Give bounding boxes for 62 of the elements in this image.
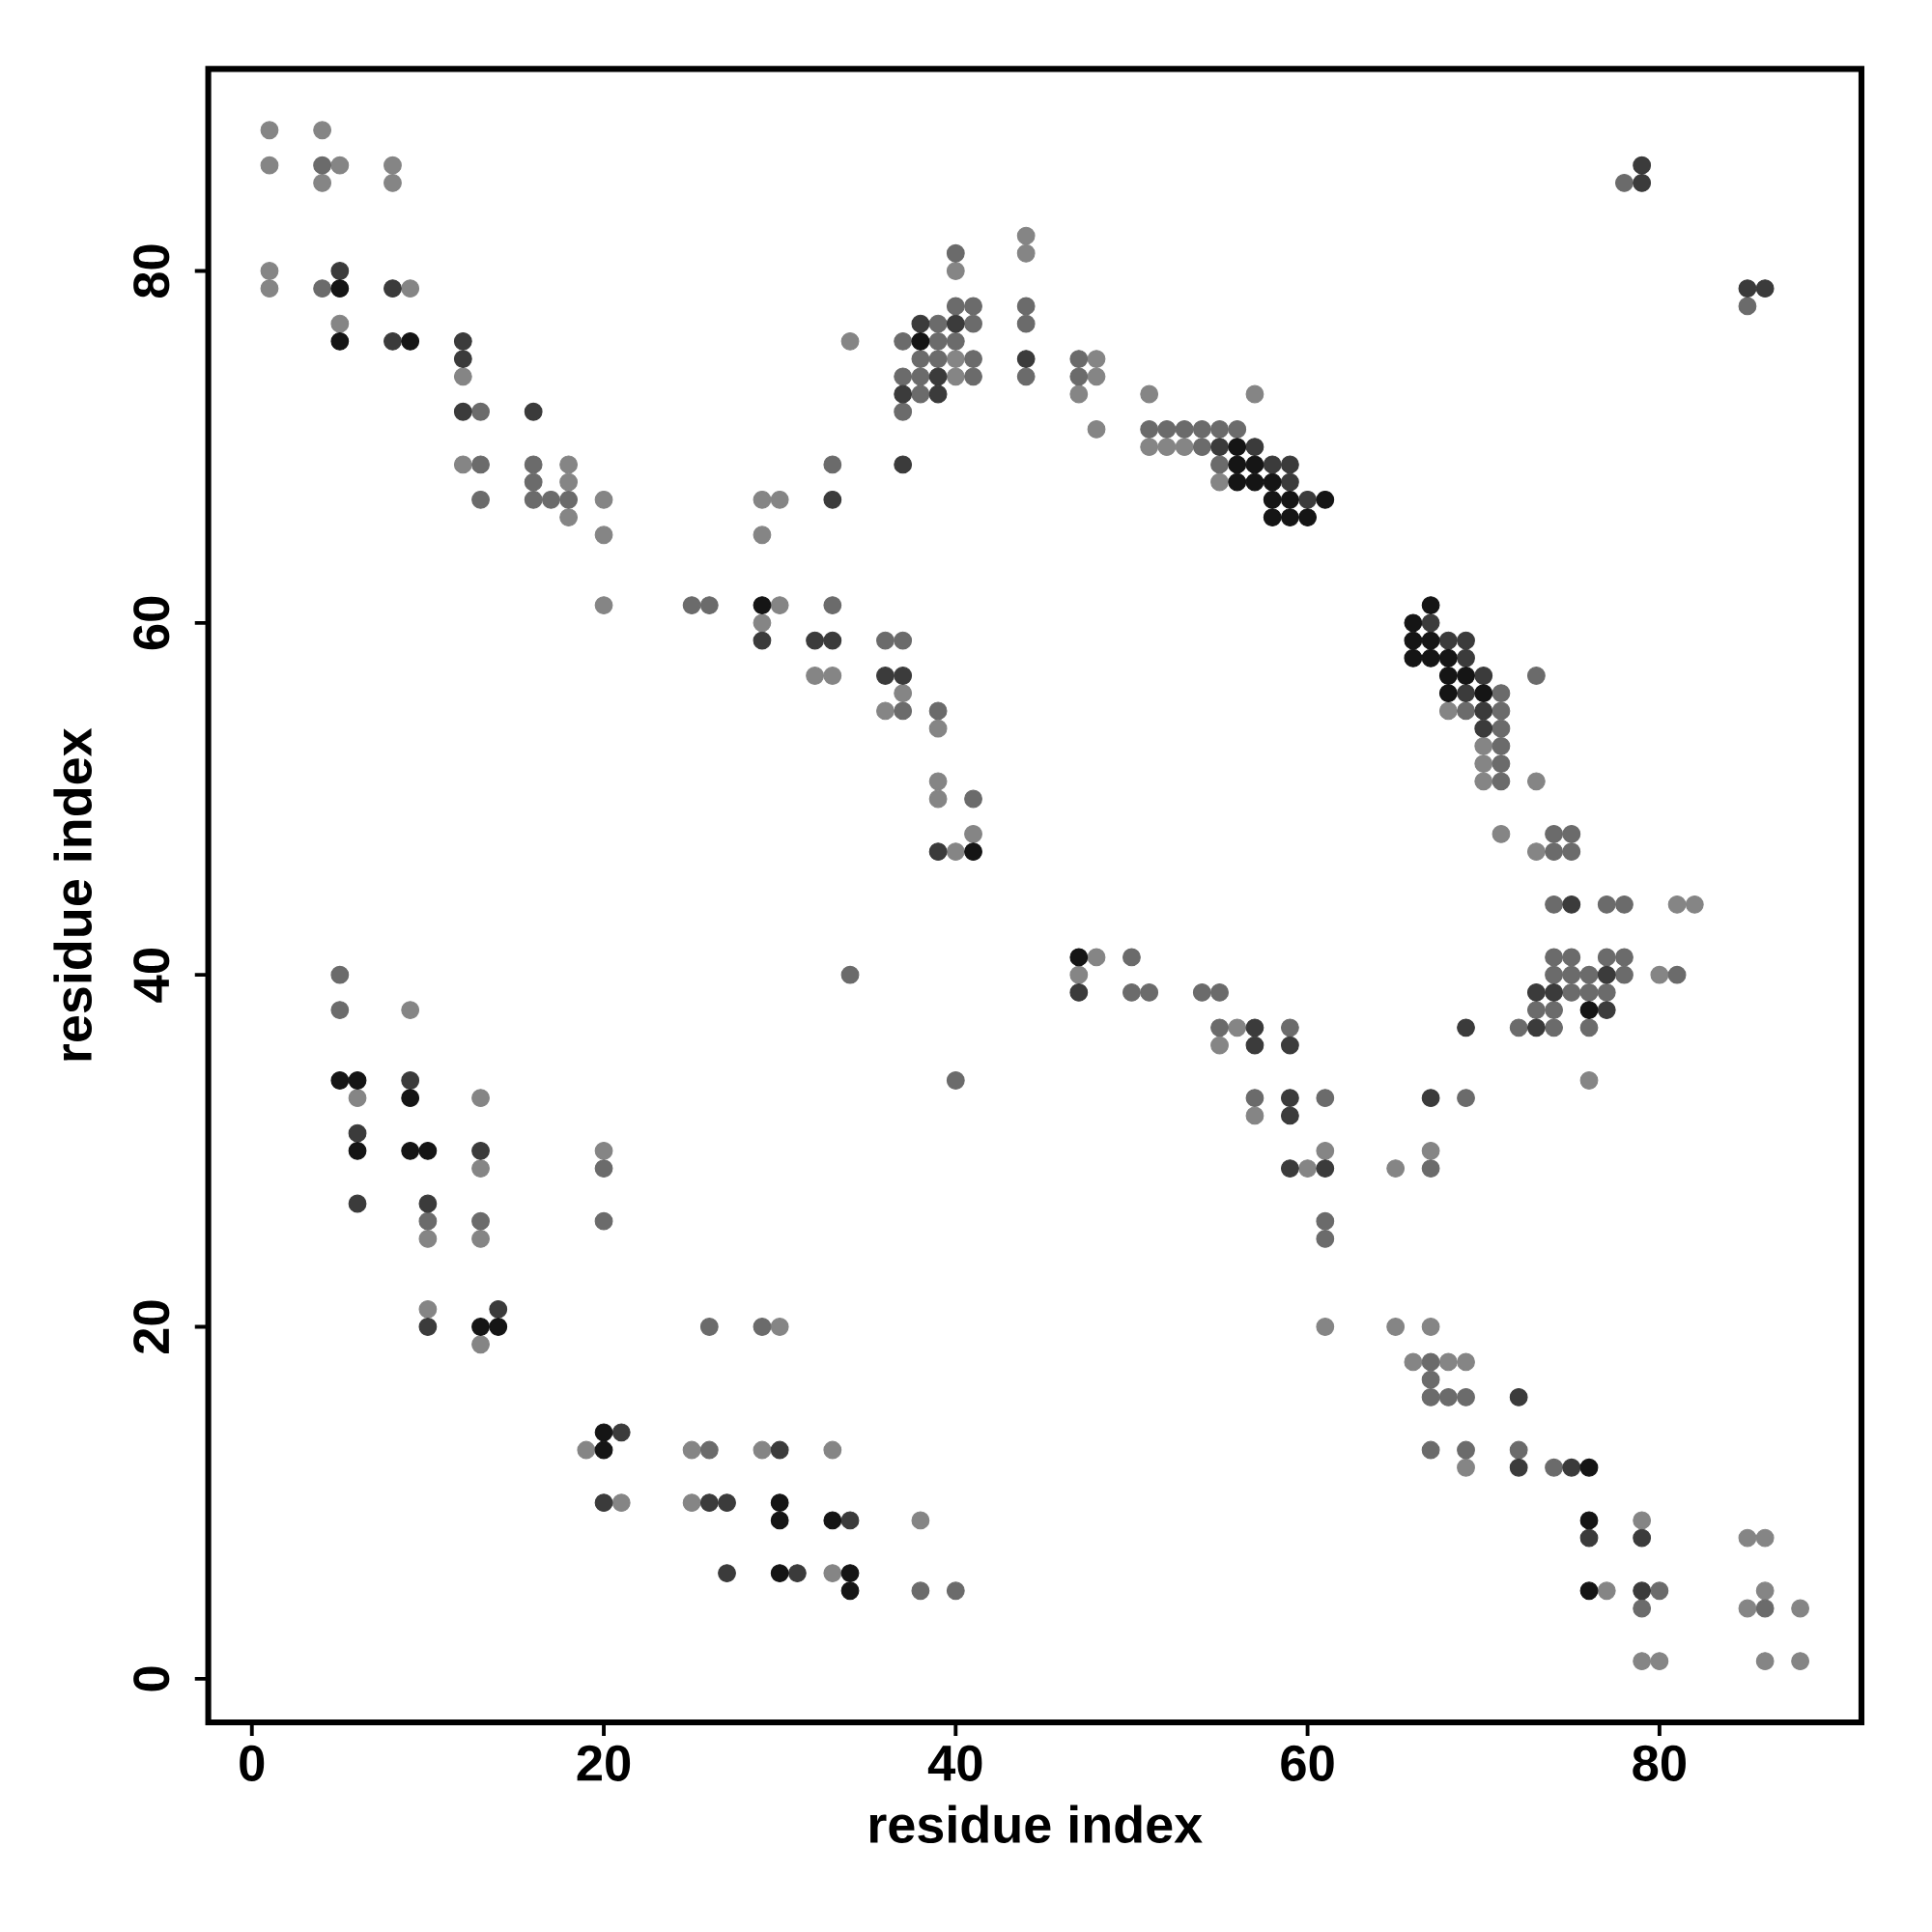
point — [1438, 667, 1458, 685]
point — [1579, 1581, 1599, 1601]
point — [1404, 631, 1423, 650]
point — [1069, 948, 1089, 967]
point — [348, 1071, 367, 1090]
point — [1438, 648, 1458, 668]
point — [330, 279, 350, 298]
point — [1579, 1511, 1599, 1530]
point — [1404, 613, 1423, 633]
point — [401, 1141, 420, 1160]
x-tick-label: 40 — [927, 1745, 982, 1781]
point — [823, 1511, 842, 1530]
point — [770, 1493, 789, 1513]
point — [401, 331, 420, 351]
point — [330, 1071, 350, 1090]
x-tick-label: 0 — [240, 1745, 265, 1781]
point — [1404, 648, 1423, 668]
point — [1579, 1458, 1599, 1477]
point — [1280, 490, 1299, 509]
point — [1245, 472, 1264, 492]
point — [1421, 648, 1440, 668]
point — [753, 596, 772, 615]
point — [489, 1318, 508, 1336]
y-tick-label: 0 — [133, 1666, 170, 1691]
x-tick-label: 80 — [1633, 1745, 1686, 1781]
y-axis-title: residue index — [53, 727, 93, 1061]
point — [840, 1564, 860, 1582]
point — [418, 1141, 438, 1160]
point — [1298, 508, 1318, 526]
point — [594, 1423, 613, 1442]
point — [1421, 596, 1440, 615]
point — [1263, 508, 1282, 526]
point — [840, 1581, 860, 1601]
point — [330, 331, 350, 351]
point — [1474, 684, 1493, 703]
x-axis-title: residue index — [869, 1804, 1203, 1844]
x-tick-label: 20 — [577, 1745, 631, 1781]
x-tick-label: 60 — [1281, 1745, 1334, 1781]
point — [1438, 684, 1458, 703]
point — [1421, 631, 1440, 650]
point — [1228, 455, 1247, 474]
y-tick-label: 40 — [133, 949, 170, 1003]
y-tick-label: 20 — [133, 1300, 170, 1353]
point — [1316, 490, 1335, 509]
y-tick-label: 60 — [133, 596, 170, 650]
point — [1245, 455, 1264, 474]
point — [1457, 667, 1475, 685]
point — [1263, 472, 1282, 492]
point — [770, 1511, 789, 1530]
point — [911, 331, 930, 351]
point — [1263, 490, 1282, 509]
y-tick-label: 80 — [133, 244, 170, 298]
point — [348, 1141, 367, 1160]
point — [594, 1440, 613, 1460]
point — [401, 1089, 420, 1108]
point — [1280, 508, 1299, 526]
point — [1228, 438, 1247, 457]
point — [471, 1318, 490, 1336]
point — [1579, 1001, 1599, 1020]
point — [1228, 472, 1247, 492]
point — [770, 1564, 789, 1582]
point — [964, 842, 982, 862]
